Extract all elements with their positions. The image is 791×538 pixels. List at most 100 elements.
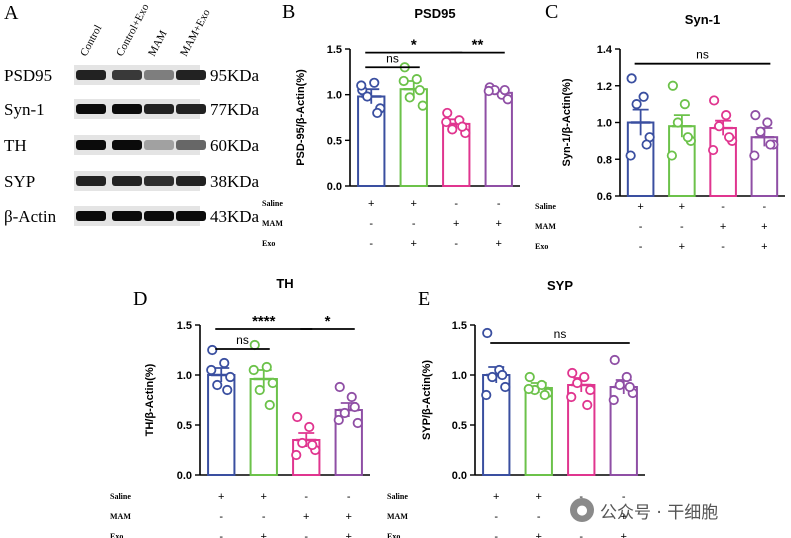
data-point (614, 379, 625, 391)
treatment-label: Saline (262, 199, 283, 208)
data-point (609, 354, 620, 366)
data-point (567, 367, 578, 379)
treatment-sign: - (680, 221, 684, 233)
treatment-sign: + (346, 511, 352, 523)
treatment-sign: - (412, 218, 416, 230)
data-point (481, 389, 492, 401)
treatment-sign: - (579, 531, 583, 538)
treatment-sign: + (411, 238, 417, 250)
lane-label: MAM (146, 28, 170, 58)
treatment-sign: + (536, 491, 542, 503)
y-axis-label: TH/β-Actin(%) (144, 363, 156, 436)
data-point (585, 384, 596, 396)
treatment-sign: - (622, 491, 626, 503)
blot-band (176, 176, 206, 186)
lane-label: Control (78, 23, 104, 58)
treatment-sign: - (494, 511, 498, 523)
data-point (417, 100, 428, 111)
data-point (621, 371, 632, 383)
data-point (264, 399, 275, 411)
treatment-sign: + (761, 241, 767, 253)
significance-label: ns (386, 51, 399, 65)
data-point (631, 99, 642, 110)
data-point (447, 124, 458, 135)
data-point (307, 439, 318, 451)
treatment-sign: - (454, 238, 458, 250)
treatment-sign: + (261, 531, 267, 538)
protein-size: 95KDa (210, 66, 260, 85)
data-point (641, 139, 652, 150)
treatment-sign: - (497, 198, 501, 210)
treatment-sign: + (679, 241, 685, 253)
blot-band (76, 140, 106, 150)
y-axis-label: PSD-95/β-Actin(%) (295, 69, 307, 166)
blot-band (144, 104, 174, 114)
treatment-label: Exo (387, 532, 400, 538)
data-point (398, 75, 409, 87)
bar (249, 378, 278, 476)
treatment-sign: + (761, 221, 767, 233)
treatment-sign: + (411, 198, 417, 210)
treatment-sign: + (637, 201, 643, 213)
y-tick-label: 1.0 (597, 118, 612, 130)
blot-band (76, 176, 106, 186)
blot-band (112, 104, 142, 114)
data-point (667, 80, 678, 91)
y-tick-label: 0.8 (597, 154, 612, 166)
data-point (457, 121, 468, 132)
treatment-sign: + (496, 238, 502, 250)
data-point (566, 391, 577, 403)
blot-band (112, 211, 142, 221)
protein-size: 60KDa (210, 136, 260, 155)
treatment-sign: + (496, 218, 502, 230)
data-point (499, 85, 510, 96)
y-tick-label: 1.2 (597, 81, 612, 93)
data-point (539, 389, 550, 401)
data-point (346, 391, 357, 403)
data-point (682, 132, 693, 143)
y-axis-label: Syn-1/β-Actin(%) (561, 78, 573, 166)
data-point (755, 126, 766, 137)
panel-letter-a: A (4, 2, 19, 24)
treatment-sign: + (368, 198, 374, 210)
chart-title: SYP (547, 278, 573, 293)
data-point (765, 139, 776, 150)
treatment-sign: + (453, 218, 459, 230)
data-point (369, 77, 380, 88)
treatment-sign: - (304, 531, 308, 538)
treatment-sign: + (261, 491, 267, 503)
chart-e: E SYP 0.0 0.5 1.0 1.5 SYP/β-Actin(%) ns Saline + +… (387, 278, 645, 538)
treatment-sign: + (536, 531, 542, 538)
protein-size: 77KDa (210, 100, 260, 119)
treatment-label: MAM (387, 512, 408, 521)
chart-c: C Syn-1 0.6 0.8 1.0 1.2 1.4 Syn-1/β-Actin(%) ns S… (535, 1, 785, 253)
data-point (442, 107, 453, 119)
treatment-sign: + (346, 531, 352, 538)
data-point (482, 327, 493, 339)
blot-band (112, 176, 142, 186)
data-point (721, 110, 732, 121)
data-point (249, 339, 260, 351)
blot-band (144, 176, 174, 186)
y-tick-label: 0.6 (597, 191, 612, 203)
bar (524, 387, 553, 476)
data-point (352, 417, 363, 429)
data-point (292, 411, 303, 423)
treatment-label: Exo (262, 239, 275, 248)
treatment-sign: - (219, 531, 223, 538)
treatment-sign: + (621, 531, 627, 538)
treatment-sign: - (763, 201, 767, 213)
y-tick-label: 1.0 (177, 370, 192, 382)
treatment-sign: + (303, 511, 309, 523)
data-point (624, 381, 635, 393)
lane-label: Control+Exo (114, 2, 152, 59)
blot-band (144, 70, 174, 80)
blot-band (76, 70, 106, 80)
data-point (579, 371, 590, 383)
blot-band (176, 104, 206, 114)
protein-size: 38KDa (210, 172, 260, 191)
data-point (523, 383, 534, 395)
data-point (414, 85, 425, 96)
